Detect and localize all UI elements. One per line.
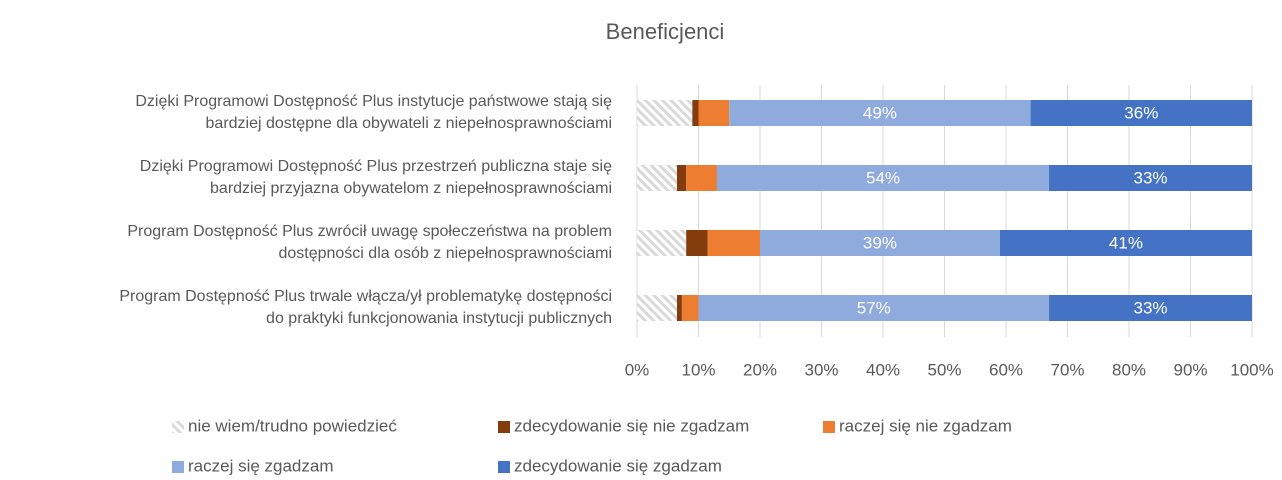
bar-segment (760, 230, 1000, 256)
data-label: 33% (1134, 298, 1168, 317)
x-tick-label: 70% (1050, 360, 1084, 379)
category-label: Dzięki Programowi Dostępność Plus przest… (139, 158, 612, 197)
bar-segment (716, 165, 1050, 191)
data-label: 33% (1134, 168, 1168, 187)
data-label: 54% (866, 168, 900, 187)
legend-label: raczej się nie zgadzam (839, 416, 1012, 435)
x-tick-label: 40% (866, 360, 900, 379)
x-tick-label: 0% (625, 360, 650, 379)
bar-segment (729, 100, 1031, 126)
legend-label: zdecydowanie się nie zgadzam (514, 416, 749, 435)
bar-segment (1049, 165, 1252, 191)
x-tick-label: 90% (1173, 360, 1207, 379)
bar-segment (637, 100, 693, 126)
x-tick-label: 100% (1230, 360, 1273, 379)
bar-segment (686, 230, 708, 256)
legend-swatch (498, 421, 510, 433)
category-label: Program Dostępność Plus trwale włącza/ył… (119, 288, 612, 327)
bar-segment (676, 165, 687, 191)
legend-swatch (172, 421, 184, 433)
data-label: 49% (863, 103, 897, 122)
data-label: 41% (1109, 233, 1143, 252)
bar-segment (686, 165, 717, 191)
bar-segment (637, 230, 687, 256)
legend-swatch (823, 421, 835, 433)
bar-segment (637, 295, 677, 321)
bar-segment (681, 295, 699, 321)
x-tick-label: 60% (989, 360, 1023, 379)
legend-label: raczej się zgadzam (188, 456, 334, 475)
x-tick-label: 50% (927, 360, 961, 379)
legend-swatch (498, 461, 510, 473)
bar-segment (692, 100, 699, 126)
chart-title: Beneficjenci (606, 19, 725, 44)
bar-segment (707, 230, 760, 256)
bar-segment (676, 295, 682, 321)
legend-label: zdecydowanie się zgadzam (514, 456, 722, 475)
legend-swatch (172, 461, 184, 473)
x-tick-label: 20% (743, 360, 777, 379)
legend-label: nie wiem/trudno powiedzieć (188, 416, 397, 435)
x-tick-label: 30% (804, 360, 838, 379)
data-label: 39% (863, 233, 897, 252)
bar-segment (698, 100, 730, 126)
category-label: Program Dostępność Plus zwrócił uwagę sp… (127, 223, 612, 262)
bar-segment (698, 295, 1050, 321)
category-label: Dzięki Programowi Dostępność Plus instyt… (135, 93, 612, 132)
bar-segment (1030, 100, 1252, 126)
data-label: 57% (857, 298, 891, 317)
bar-segment (637, 165, 677, 191)
bar-segment (1049, 295, 1252, 321)
x-tick-label: 10% (681, 360, 715, 379)
data-label: 36% (1124, 103, 1158, 122)
x-tick-label: 80% (1112, 360, 1146, 379)
bar-segment (999, 230, 1252, 256)
